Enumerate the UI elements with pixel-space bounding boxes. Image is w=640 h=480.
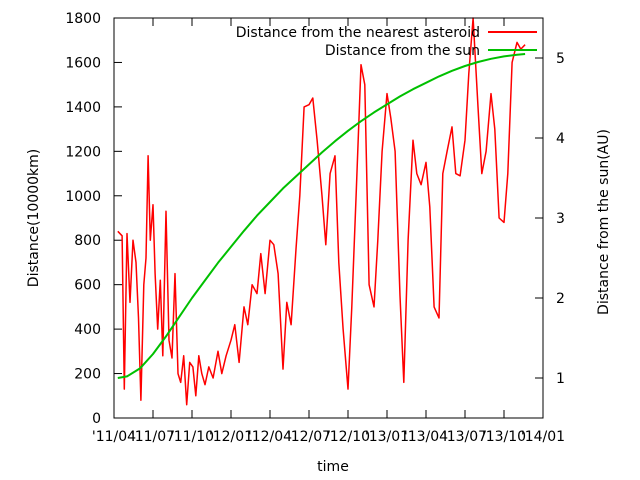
y-left-tick-label: 200 [74, 367, 101, 383]
x-tick-label: '13/10 [482, 429, 526, 445]
x-tick-label: '12/07 [287, 429, 331, 445]
plot-area [114, 18, 543, 418]
y-right-tick-label: 4 [556, 131, 565, 147]
y-left-tick-label: 1400 [65, 100, 101, 116]
y-left-axis-ticks: 0 200 400 600 800 1000 1200 1400 1600 1800 [65, 11, 122, 427]
x-tick-label: '12/01 [209, 429, 253, 445]
y-left-tick-label: 0 [92, 411, 101, 427]
x-tick-label: '14/01 [521, 429, 565, 445]
legend-label-sun: Distance from the sun [325, 43, 480, 59]
y-left-tick-label: 1800 [65, 11, 101, 27]
x-tick-label: '12/10 [326, 429, 370, 445]
sun-distance-line [117, 53, 526, 379]
y-left-tick-label: 1200 [65, 144, 101, 160]
y-right-tick-label: 5 [556, 51, 565, 67]
series-layer [117, 17, 526, 406]
x-tick-label: '11/07 [131, 429, 175, 445]
x-tick-label: '13/01 [365, 429, 409, 445]
y-left-axis-label: Distance(10000km) [26, 149, 42, 287]
x-tick-label: '11/04 [92, 429, 136, 445]
x-tick-label: '13/04 [404, 429, 448, 445]
y-left-tick-label: 800 [74, 233, 101, 249]
y-left-tick-label: 1600 [65, 55, 101, 71]
y-left-tick-label: 600 [74, 278, 101, 294]
y-right-axis-label: Distance from the sun(AU) [596, 129, 612, 315]
y-right-tick-label: 3 [556, 211, 565, 227]
legend: Distance from the nearest asteroid Dista… [236, 25, 537, 59]
x-axis-label: time [317, 459, 349, 475]
legend-label-asteroid: Distance from the nearest asteroid [236, 25, 480, 41]
x-tick-label: '12/04 [248, 429, 292, 445]
x-tick-label: '13/07 [443, 429, 487, 445]
asteroid-distance-line [117, 17, 526, 406]
x-tick-label: '11/10 [170, 429, 214, 445]
y-left-tick-label: 1000 [65, 189, 101, 205]
plot-border [113, 17, 544, 419]
y-right-tick-label: 2 [556, 291, 565, 307]
y-right-axis-ticks: 1 2 3 4 5 [535, 51, 565, 387]
y-left-tick-label: 400 [74, 322, 101, 338]
y-right-tick-label: 1 [556, 371, 565, 387]
x-axis-ticks: '11/04'11/07'11/10'12/01'12/04'12/07'12/… [92, 18, 565, 445]
